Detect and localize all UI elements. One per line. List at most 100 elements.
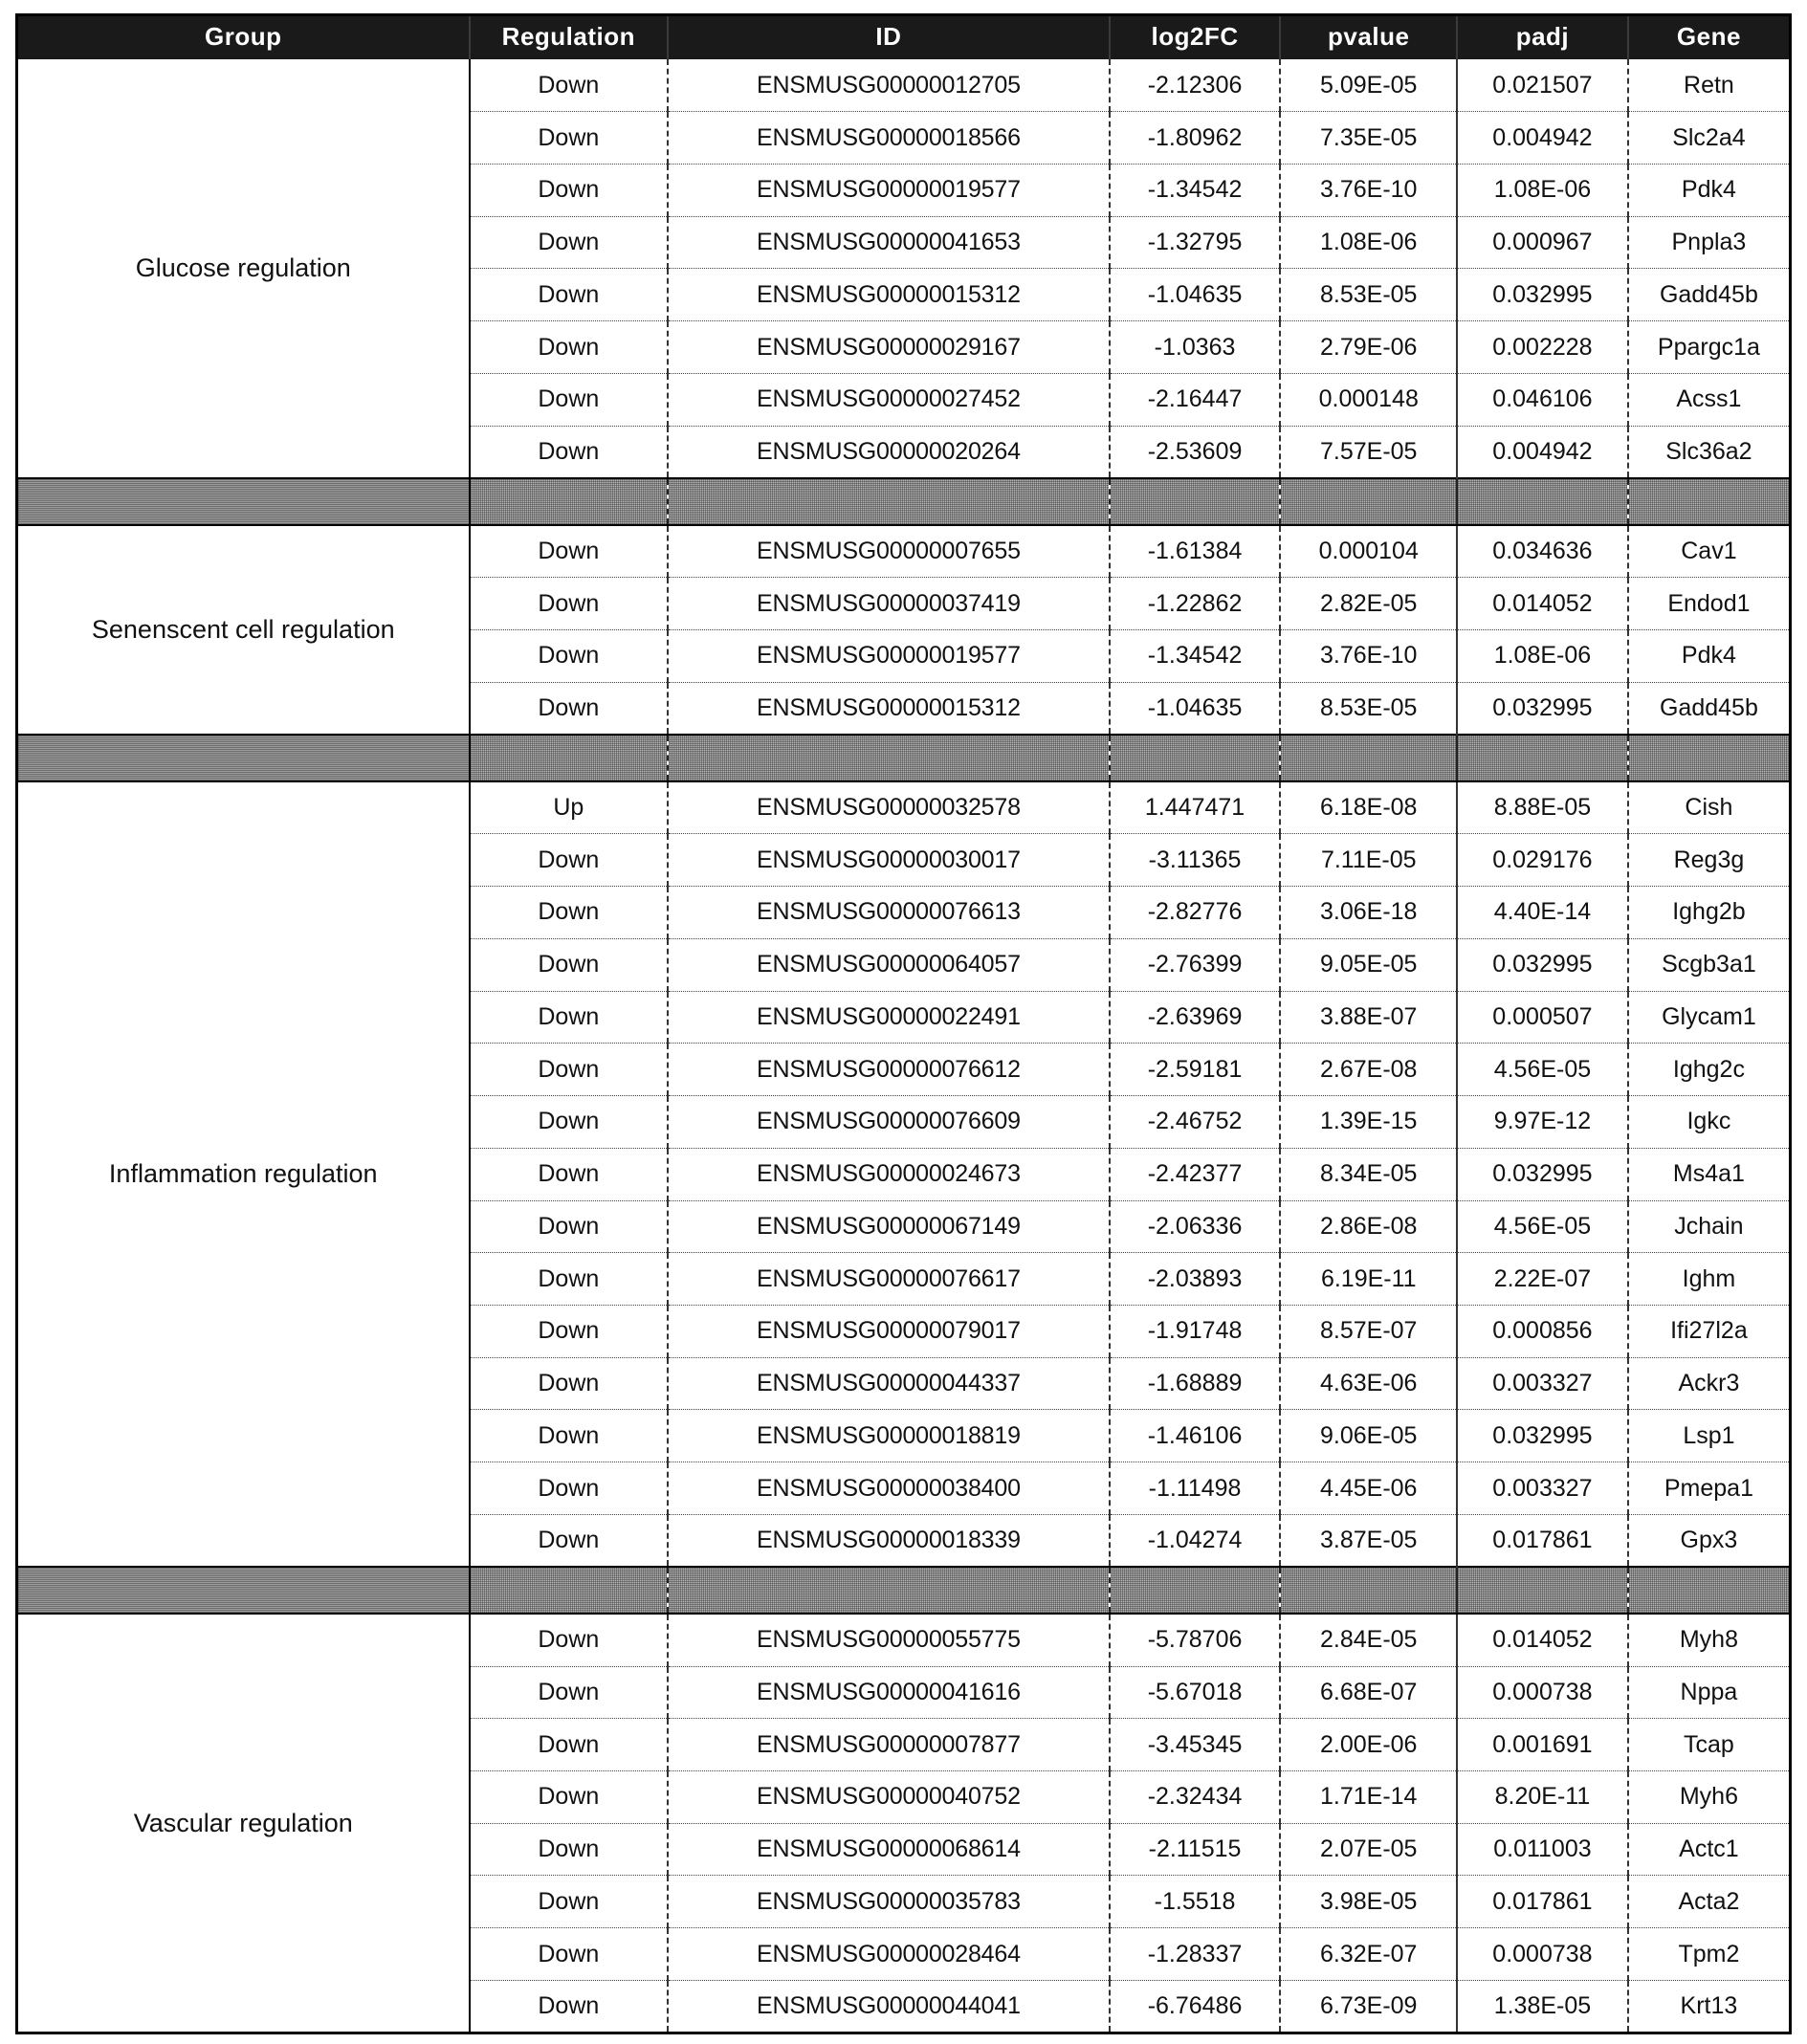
cell-id: ENSMUSG00000064057 bbox=[668, 938, 1109, 991]
group-label-cell: Vascular regulation bbox=[17, 1614, 470, 2033]
cell-log2fc: -6.76486 bbox=[1110, 1980, 1281, 2033]
cell-padj: 0.004942 bbox=[1457, 112, 1628, 165]
cell-regulation: Down bbox=[470, 1462, 669, 1515]
spacer-cell bbox=[1457, 1567, 1628, 1614]
cell-gene: Jchain bbox=[1628, 1200, 1791, 1253]
cell-regulation: Down bbox=[470, 834, 669, 887]
cell-regulation: Up bbox=[470, 781, 669, 834]
cell-gene: Acss1 bbox=[1628, 373, 1791, 426]
cell-padj: 0.021507 bbox=[1457, 59, 1628, 112]
table-row[interactable]: Glucose regulationDownENSMUSG00000012705… bbox=[17, 59, 1791, 112]
cell-pvalue: 3.88E-07 bbox=[1280, 991, 1457, 1044]
cell-id: ENSMUSG00000038400 bbox=[668, 1462, 1109, 1515]
cell-padj: 0.032995 bbox=[1457, 1410, 1628, 1462]
spacer-cell bbox=[1280, 478, 1457, 525]
cell-gene: Ighm bbox=[1628, 1253, 1791, 1306]
cell-log2fc: -2.63969 bbox=[1110, 991, 1281, 1044]
cell-id: ENSMUSG00000007655 bbox=[668, 525, 1109, 578]
cell-regulation: Down bbox=[470, 887, 669, 939]
cell-padj: 0.014052 bbox=[1457, 578, 1628, 630]
spacer-cell bbox=[17, 1567, 470, 1614]
cell-regulation: Down bbox=[470, 1514, 669, 1567]
cell-pvalue: 3.87E-05 bbox=[1280, 1514, 1457, 1567]
cell-regulation: Down bbox=[470, 1200, 669, 1253]
cell-log2fc: -3.11365 bbox=[1110, 834, 1281, 887]
cell-gene: Myh6 bbox=[1628, 1771, 1791, 1824]
cell-regulation: Down bbox=[470, 1148, 669, 1200]
cell-padj: 2.22E-07 bbox=[1457, 1253, 1628, 1306]
cell-gene: Tpm2 bbox=[1628, 1928, 1791, 1981]
cell-id: ENSMUSG00000055775 bbox=[668, 1614, 1109, 1666]
cell-regulation: Down bbox=[470, 525, 669, 578]
group-label-cell: Glucose regulation bbox=[17, 59, 470, 478]
cell-padj: 1.38E-05 bbox=[1457, 1980, 1628, 2033]
cell-id: ENSMUSG00000018819 bbox=[668, 1410, 1109, 1462]
cell-id: ENSMUSG00000041653 bbox=[668, 216, 1109, 269]
column-header-padj: padj bbox=[1457, 15, 1628, 60]
cell-regulation: Down bbox=[470, 991, 669, 1044]
cell-pvalue: 2.84E-05 bbox=[1280, 1614, 1457, 1666]
cell-padj: 0.017861 bbox=[1457, 1514, 1628, 1567]
cell-padj: 1.08E-06 bbox=[1457, 164, 1628, 216]
cell-log2fc: -5.67018 bbox=[1110, 1666, 1281, 1719]
cell-gene: Pnpla3 bbox=[1628, 216, 1791, 269]
cell-id: ENSMUSG00000018339 bbox=[668, 1514, 1109, 1567]
cell-padj: 0.000856 bbox=[1457, 1305, 1628, 1357]
cell-log2fc: -1.11498 bbox=[1110, 1462, 1281, 1515]
column-header-gene: Gene bbox=[1628, 15, 1791, 60]
cell-padj: 0.003327 bbox=[1457, 1357, 1628, 1410]
table-row[interactable]: Vascular regulationDownENSMUSG0000005577… bbox=[17, 1614, 1791, 1666]
cell-gene: Slc2a4 bbox=[1628, 112, 1791, 165]
table-row[interactable]: Inflammation regulationUpENSMUSG00000032… bbox=[17, 781, 1791, 834]
cell-id: ENSMUSG00000028464 bbox=[668, 1928, 1109, 1981]
spacer-cell bbox=[1280, 1567, 1457, 1614]
cell-gene: Ackr3 bbox=[1628, 1357, 1791, 1410]
cell-gene: Retn bbox=[1628, 59, 1791, 112]
cell-gene: Ms4a1 bbox=[1628, 1148, 1791, 1200]
table-row[interactable]: Senenscent cell regulationDownENSMUSG000… bbox=[17, 525, 1791, 578]
cell-padj: 0.032995 bbox=[1457, 1148, 1628, 1200]
cell-log2fc: -2.53609 bbox=[1110, 426, 1281, 478]
column-header-regulation: Regulation bbox=[470, 15, 669, 60]
cell-padj: 0.014052 bbox=[1457, 1614, 1628, 1666]
group-spacer-row bbox=[17, 735, 1791, 781]
cell-id: ENSMUSG00000041616 bbox=[668, 1666, 1109, 1719]
cell-pvalue: 2.00E-06 bbox=[1280, 1719, 1457, 1771]
cell-gene: Glycam1 bbox=[1628, 991, 1791, 1044]
cell-gene: Cish bbox=[1628, 781, 1791, 834]
cell-pvalue: 6.18E-08 bbox=[1280, 781, 1457, 834]
spacer-cell bbox=[470, 1567, 669, 1614]
cell-pvalue: 6.32E-07 bbox=[1280, 1928, 1457, 1981]
cell-regulation: Down bbox=[470, 426, 669, 478]
cell-id: ENSMUSG00000022491 bbox=[668, 991, 1109, 1044]
column-header-pvalue: pvalue bbox=[1280, 15, 1457, 60]
cell-regulation: Down bbox=[470, 1666, 669, 1719]
spacer-cell bbox=[17, 478, 470, 525]
cell-pvalue: 7.35E-05 bbox=[1280, 112, 1457, 165]
spacer-cell bbox=[1628, 1567, 1791, 1614]
cell-log2fc: -2.76399 bbox=[1110, 938, 1281, 991]
spacer-cell bbox=[17, 735, 470, 781]
cell-gene: Igkc bbox=[1628, 1096, 1791, 1149]
cell-pvalue: 6.68E-07 bbox=[1280, 1666, 1457, 1719]
cell-gene: Gpx3 bbox=[1628, 1514, 1791, 1567]
cell-pvalue: 9.05E-05 bbox=[1280, 938, 1457, 991]
cell-regulation: Down bbox=[470, 1357, 669, 1410]
cell-padj: 0.000738 bbox=[1457, 1928, 1628, 1981]
cell-pvalue: 0.000104 bbox=[1280, 525, 1457, 578]
cell-pvalue: 9.06E-05 bbox=[1280, 1410, 1457, 1462]
cell-pvalue: 2.82E-05 bbox=[1280, 578, 1457, 630]
cell-regulation: Down bbox=[470, 1614, 669, 1666]
spacer-cell bbox=[1110, 735, 1281, 781]
cell-pvalue: 3.76E-10 bbox=[1280, 630, 1457, 683]
cell-id: ENSMUSG00000040752 bbox=[668, 1771, 1109, 1824]
cell-regulation: Down bbox=[470, 1980, 669, 2033]
cell-log2fc: -1.22862 bbox=[1110, 578, 1281, 630]
cell-padj: 0.017861 bbox=[1457, 1876, 1628, 1928]
cell-log2fc: -2.32434 bbox=[1110, 1771, 1281, 1824]
cell-gene: Nppa bbox=[1628, 1666, 1791, 1719]
cell-padj: 0.032995 bbox=[1457, 938, 1628, 991]
spacer-cell bbox=[668, 1567, 1109, 1614]
cell-gene: Lsp1 bbox=[1628, 1410, 1791, 1462]
cell-gene: Acta2 bbox=[1628, 1876, 1791, 1928]
